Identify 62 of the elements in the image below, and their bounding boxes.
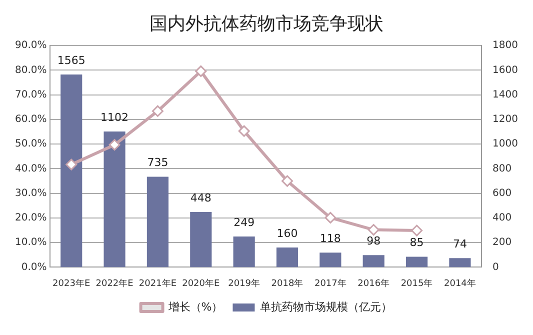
point xyxy=(238,125,250,137)
y2-tick-label: 1200 xyxy=(492,114,518,126)
y2-tick-label: 600 xyxy=(492,188,512,199)
x-tick-label: 2019年 xyxy=(228,278,260,289)
x-tick-label: 2023年E xyxy=(52,278,90,289)
data-label: 735 xyxy=(147,156,168,170)
y-tick-label: 10.0% xyxy=(14,237,47,248)
x-tick-label: 2021年E xyxy=(138,278,177,289)
legend-label: 增长（%） xyxy=(167,300,223,314)
bar xyxy=(276,248,298,268)
point xyxy=(411,224,423,236)
bar xyxy=(406,256,428,268)
data-label: 249 xyxy=(234,216,255,229)
point xyxy=(282,175,293,187)
bar xyxy=(320,252,342,268)
y2-tick-label: 1600 xyxy=(492,64,518,76)
x-tick-label: 2022年E xyxy=(96,278,134,289)
data-label: 118 xyxy=(320,232,341,246)
point xyxy=(324,212,336,224)
y-tick-label: 80.0% xyxy=(14,64,47,76)
y2-tick-label: 800 xyxy=(492,163,512,174)
y2-tick-label: 1400 xyxy=(492,89,518,100)
bar xyxy=(104,132,126,268)
data-label: 85 xyxy=(410,236,424,250)
y2-tick-label: 1000 xyxy=(492,138,518,150)
x-tick-label: 2018年 xyxy=(271,278,304,289)
data-label: 1565 xyxy=(57,54,86,67)
bar xyxy=(60,74,82,268)
point xyxy=(368,224,380,236)
x-tick-label: 2014年 xyxy=(444,278,476,289)
point xyxy=(108,139,120,151)
data-label: 448 xyxy=(190,191,212,204)
data-label: 160 xyxy=(276,226,298,240)
y-tick-label: 30.0% xyxy=(14,188,47,199)
y-tick-label: 0.0% xyxy=(21,262,47,273)
point xyxy=(195,65,207,77)
y-tick-label: 20.0% xyxy=(14,212,47,224)
x-tick-label: 2020年E xyxy=(182,278,220,289)
bar xyxy=(190,212,212,268)
data-label: 98 xyxy=(366,234,381,248)
point xyxy=(66,158,78,170)
x-tick-label: 2015年 xyxy=(400,278,433,289)
data-label: 74 xyxy=(452,237,467,250)
y2-tick-label: 400 xyxy=(492,212,512,224)
y2-tick-label: 1800 xyxy=(492,40,518,52)
y-tick-label: 60.0% xyxy=(14,114,47,126)
y2-tick-label: 0 xyxy=(492,262,499,273)
y-tick-label: 50.0% xyxy=(14,138,47,150)
chart-title: 国内外抗体药物市场竞争现状 xyxy=(150,13,384,34)
bar xyxy=(449,258,471,268)
x-tick-label: 2017年 xyxy=(314,278,346,289)
y-tick-label: 40.0% xyxy=(14,163,47,174)
data-label: 1102 xyxy=(100,110,129,124)
bar xyxy=(362,255,384,268)
y-tick-label: 70.0% xyxy=(14,89,47,100)
x-tick-label: 2016年 xyxy=(358,278,390,289)
bar xyxy=(146,176,169,268)
point xyxy=(152,105,164,117)
y2-tick-label: 200 xyxy=(492,237,512,248)
bar xyxy=(233,236,255,268)
legend-label: 单抗药物市场规模（亿元） xyxy=(260,300,392,314)
y-tick-label: 90.0% xyxy=(14,40,47,52)
